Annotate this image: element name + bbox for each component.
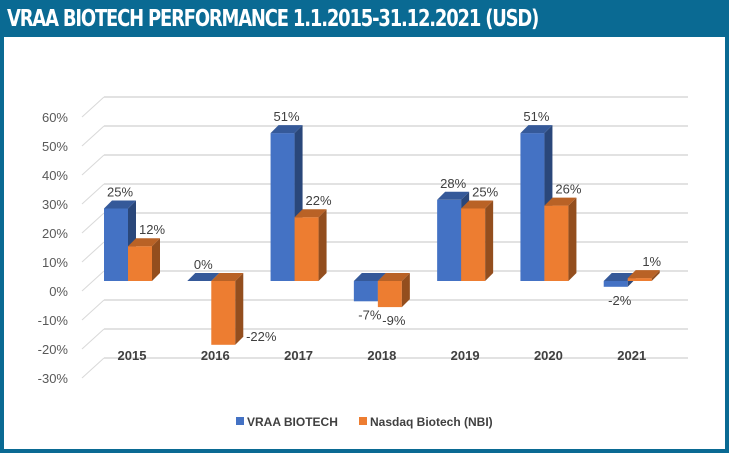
- bar-top: [544, 197, 577, 206]
- x-tick-label: 2017: [284, 348, 313, 363]
- data-label: -9%: [382, 313, 406, 328]
- chart-title: VRAA BIOTECH PERFORMANCE 1.1.2015-31.12.…: [7, 6, 539, 32]
- data-label: 51%: [274, 109, 300, 124]
- legend-label: Nasdaq Biotech (NBI): [370, 415, 493, 429]
- bar-top: [294, 209, 327, 218]
- gridline-diagonal: [81, 299, 105, 321]
- data-label: -7%: [358, 307, 382, 322]
- legend-swatch: [236, 417, 244, 425]
- gridline-diagonal: [81, 154, 105, 176]
- bar-front: [603, 281, 628, 287]
- bar-top: [187, 273, 220, 281]
- y-tick-label: 60%: [42, 110, 68, 125]
- y-tick-label: -20%: [38, 342, 69, 357]
- gridline-diagonal: [81, 183, 105, 205]
- gridline-diagonal: [81, 125, 105, 147]
- bars: [104, 125, 660, 345]
- gridline-diagonal: [81, 241, 105, 263]
- y-axis-ticks: 60% 50% 40% 30% 20% 10% 0% -10% -20% -30%: [38, 110, 69, 386]
- gridlines: [81, 96, 688, 379]
- data-label: 0%: [194, 257, 213, 272]
- bar-top: [211, 273, 244, 281]
- bar-front: [104, 208, 128, 281]
- data-label: 22%: [306, 193, 332, 208]
- data-label: -22%: [246, 329, 277, 344]
- bar-side: [318, 209, 327, 281]
- bar-top: [437, 191, 470, 200]
- bar-side: [485, 200, 494, 281]
- legend-item: VRAA BIOTECH: [236, 415, 338, 429]
- gridline-diagonal: [81, 357, 105, 379]
- bar-front: [294, 217, 319, 281]
- bar-nasdaq-biotech-nbi--2019: [461, 200, 494, 281]
- bar-top: [270, 125, 303, 134]
- title-bar: VRAA BIOTECH PERFORMANCE 1.1.2015-31.12.…: [0, 0, 729, 37]
- gridline-diagonal: [81, 96, 105, 118]
- data-label: 25%: [107, 185, 133, 200]
- bar-side: [152, 238, 160, 281]
- bar-front: [377, 281, 402, 308]
- gridline-diagonal: [81, 328, 105, 350]
- bar-front: [461, 208, 486, 281]
- bar-nasdaq-biotech-nbi--2016: [211, 273, 244, 345]
- bar-front: [544, 205, 569, 281]
- gridline-diagonal: [81, 212, 105, 234]
- bar-front: [270, 133, 295, 281]
- bar-top: [353, 273, 386, 281]
- y-tick-label: 40%: [42, 168, 68, 183]
- legend: VRAA BIOTECH Nasdaq Biotech (NBI): [236, 415, 493, 429]
- x-tick-label: 2016: [201, 348, 230, 363]
- bar-vraa-biotech-2016: [187, 273, 220, 281]
- x-tick-label: 2021: [617, 348, 646, 363]
- bar-front: [627, 278, 652, 281]
- bar-front: [353, 281, 378, 302]
- bar-nasdaq-biotech-nbi--2020: [544, 197, 577, 281]
- bar-top: [520, 125, 553, 134]
- data-label: 1%: [642, 254, 661, 269]
- x-axis-ticks: 2015 2016 2017 2018 2019 2020 2021: [118, 348, 647, 363]
- y-tick-label: 50%: [42, 139, 68, 154]
- legend-label: VRAA BIOTECH: [247, 415, 338, 429]
- bar-nasdaq-biotech-nbi--2017: [294, 209, 327, 281]
- y-tick-label: 0%: [49, 284, 68, 299]
- bar-side: [568, 197, 577, 281]
- y-tick-label: 30%: [42, 197, 68, 212]
- bar-side: [401, 273, 410, 308]
- bar-side: [651, 270, 660, 281]
- y-tick-label: -30%: [38, 371, 69, 386]
- data-label: -2%: [608, 293, 632, 308]
- bar-side: [235, 273, 244, 345]
- x-tick-label: 2019: [451, 348, 480, 363]
- y-tick-label: 20%: [42, 226, 68, 241]
- data-label: 12%: [139, 222, 165, 237]
- y-tick-label: -10%: [38, 313, 69, 328]
- bar-top: [104, 200, 136, 209]
- x-tick-label: 2018: [367, 348, 396, 363]
- bar-top: [128, 238, 160, 247]
- legend-swatch: [359, 417, 367, 425]
- data-labels: 25% 12% 0% -22% 51% 22% -7% -9% 28% 25% 51% 26% -2% 1…: [107, 109, 662, 344]
- bar-nasdaq-biotech-nbi--2021: [627, 270, 660, 281]
- y-tick-label: 10%: [42, 255, 68, 270]
- data-label: 28%: [440, 176, 466, 191]
- bar-top: [461, 200, 494, 209]
- x-tick-label: 2015: [118, 348, 147, 363]
- bar-top: [377, 273, 410, 281]
- bar-nasdaq-biotech-nbi--2015: [128, 238, 160, 281]
- bar-front: [437, 199, 462, 281]
- gridline-diagonal: [81, 270, 105, 292]
- legend-item: Nasdaq Biotech (NBI): [359, 415, 493, 429]
- bar-nasdaq-biotech-nbi--2018: [377, 273, 410, 308]
- bar-front: [520, 133, 545, 281]
- data-label: 51%: [523, 109, 549, 124]
- x-tick-label: 2020: [534, 348, 563, 363]
- bar-top: [627, 270, 660, 279]
- data-label: 26%: [555, 182, 581, 197]
- bar-front: [211, 281, 236, 345]
- data-label: 25%: [472, 185, 498, 200]
- bar-front: [128, 246, 152, 281]
